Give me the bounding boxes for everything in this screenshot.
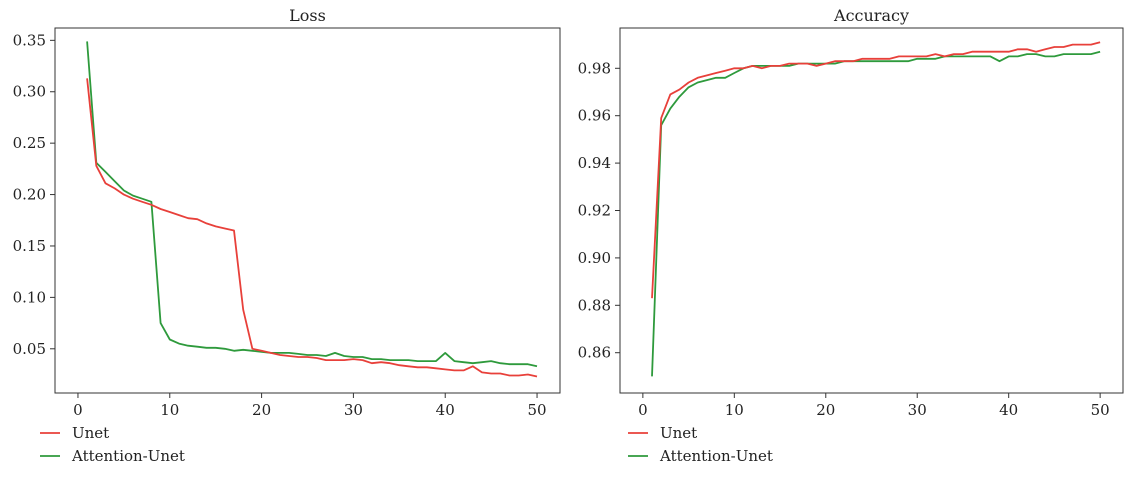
y-tick-label: 0.90 xyxy=(578,249,611,267)
y-tick-label: 0.94 xyxy=(578,154,611,172)
y-tick-label: 0.20 xyxy=(13,186,46,204)
y-tick-label: 0.88 xyxy=(578,296,611,314)
y-tick-label: 0.86 xyxy=(578,344,611,362)
x-tick-label: 10 xyxy=(725,401,744,419)
legend-label: Attention-Unet xyxy=(71,447,185,465)
y-tick-label: 0.98 xyxy=(578,59,611,77)
x-tick-label: 30 xyxy=(908,401,927,419)
x-tick-label: 50 xyxy=(527,401,546,419)
y-tick-label: 0.10 xyxy=(13,288,46,306)
x-tick-label: 50 xyxy=(1091,401,1110,419)
y-tick-label: 0.05 xyxy=(13,340,46,358)
chart-title: Loss xyxy=(289,6,326,25)
chart-title: Accuracy xyxy=(833,6,909,25)
y-tick-label: 0.30 xyxy=(13,83,46,101)
legend-label: Attention-Unet xyxy=(659,447,773,465)
x-tick-label: 20 xyxy=(252,401,271,419)
plot-frame xyxy=(54,27,561,394)
y-tick-label: 0.35 xyxy=(13,31,46,49)
x-tick-label: 10 xyxy=(160,401,179,419)
series-line-unet xyxy=(651,41,1101,299)
series-line-attention-unet xyxy=(86,41,538,368)
x-tick-label: 20 xyxy=(816,401,835,419)
y-tick-label: 0.15 xyxy=(13,237,46,255)
loss-chart: Loss 0 10 20 30 40 50 0.05 0.10 0.15 0.20 0.25 0.30 0… xyxy=(13,6,561,465)
x-tick-label: 40 xyxy=(436,401,455,419)
legend-label: Unet xyxy=(72,424,109,442)
legend-label: Unet xyxy=(660,424,697,442)
accuracy-chart: Accuracy 0 10 20 30 40 50 0.86 0.88 0.90 0.92 0.94 0… xyxy=(578,6,1124,465)
x-tick-label: 40 xyxy=(999,401,1018,419)
y-tick-label: 0.25 xyxy=(13,134,46,152)
y-tick-label: 0.96 xyxy=(578,107,611,125)
x-tick-label: 30 xyxy=(344,401,363,419)
x-tick-label: 0 xyxy=(73,401,83,419)
series-line-attention-unet xyxy=(651,50,1101,377)
series-line-unet xyxy=(86,78,538,378)
x-tick-label: 0 xyxy=(638,401,648,419)
y-tick-label: 0.92 xyxy=(578,202,611,220)
